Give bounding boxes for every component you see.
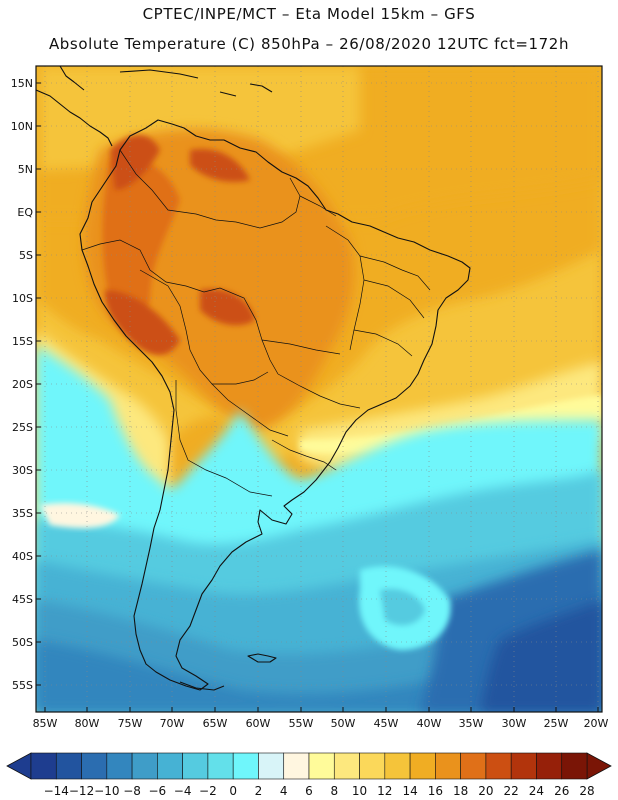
- lat-label: 15N: [11, 77, 33, 90]
- colorbar-swatch: [485, 752, 512, 780]
- map-title: CPTEC/INPE/MCT – Eta Model 15km – GFS: [142, 5, 476, 23]
- lon-label: 70W: [160, 717, 185, 730]
- colorbar-label: −6: [149, 784, 167, 798]
- lon-label: 60W: [246, 717, 271, 730]
- colorbar-label: 20: [478, 784, 493, 798]
- lat-label: 10N: [11, 120, 33, 133]
- colorbar-label: 12: [377, 784, 392, 798]
- colorbar-swatch: [384, 752, 411, 780]
- lon-label: 65W: [203, 717, 228, 730]
- colorbar-label: 28: [579, 784, 594, 798]
- lon-label: 40W: [417, 717, 442, 730]
- colorbar-label: 4: [280, 784, 288, 798]
- colorbar-label: 14: [402, 784, 417, 798]
- colorbar-label: 0: [229, 784, 237, 798]
- lon-label: 75W: [118, 717, 143, 730]
- axis-ticks: [36, 82, 599, 712]
- lat-label: 30S: [12, 464, 33, 477]
- lon-label: 20W: [584, 717, 609, 730]
- colorbar-swatch: [55, 752, 82, 780]
- colorbar-label: 6: [305, 784, 313, 798]
- colorbar-swatch: [81, 752, 108, 780]
- lat-label: 25S: [12, 421, 33, 434]
- longitude-labels: 85W 80W 75W 70W 65W 60W 55W 50W 45W 40W …: [33, 717, 609, 730]
- colorbar-label: −4: [174, 784, 192, 798]
- colorbar-swatch: [207, 752, 234, 780]
- lon-label: 45W: [374, 717, 399, 730]
- colorbar-label: −10: [94, 784, 119, 798]
- colorbar-max-arrow: [586, 752, 612, 780]
- colorbar-swatch: [182, 752, 209, 780]
- colorbar-label: 10: [352, 784, 367, 798]
- colorbar-swatch: [131, 752, 158, 780]
- colorbar-label: 22: [504, 784, 519, 798]
- colorbar-swatch: [435, 752, 461, 780]
- colorbar-label: 2: [255, 784, 263, 798]
- lon-label: 55W: [289, 717, 314, 730]
- colorbar-label: −14: [44, 784, 69, 798]
- lon-label: 25W: [544, 717, 569, 730]
- lon-label: 30W: [502, 717, 527, 730]
- temperature-field: [36, 66, 602, 712]
- map-frame: [35, 65, 603, 713]
- colorbar-swatch: [333, 752, 360, 780]
- colorbar-label: 8: [330, 784, 338, 798]
- colorbar-swatch: [232, 752, 259, 780]
- country-borders: [81, 149, 431, 497]
- lon-label: 35W: [459, 717, 484, 730]
- colorbar-label: −12: [69, 784, 94, 798]
- lat-label: 55S: [12, 679, 33, 692]
- colorbar-swatch: [409, 752, 436, 780]
- colorbar-label: 18: [453, 784, 468, 798]
- colorbar-swatch: [30, 752, 57, 780]
- colorbar-swatch: [561, 752, 588, 780]
- lat-label: 50S: [12, 636, 33, 649]
- colorbar-label: 16: [428, 784, 443, 798]
- colorbar-label: 26: [554, 784, 569, 798]
- colorbar-swatch: [283, 752, 310, 780]
- colorbar-label: −2: [199, 784, 217, 798]
- lat-label: 35S: [12, 507, 33, 520]
- colorbar-swatch: [157, 752, 183, 780]
- colorbar-swatch: [258, 752, 285, 780]
- colorbar-label: 24: [529, 784, 544, 798]
- lat-label: 5N: [18, 163, 33, 176]
- lat-label: 15S: [12, 335, 33, 348]
- coastline: [36, 66, 471, 691]
- lon-label: 85W: [33, 717, 58, 730]
- colorbar-min-arrow: [6, 752, 32, 780]
- lat-label: 20S: [12, 378, 33, 391]
- lat-label: 45S: [12, 593, 33, 606]
- lon-label: 50W: [331, 717, 356, 730]
- colorbar-swatch: [106, 752, 133, 780]
- lat-label: EQ: [17, 206, 33, 219]
- lat-label: 40S: [12, 550, 33, 563]
- colorbar-swatch: [510, 752, 537, 780]
- colorbar-swatch: [359, 752, 386, 780]
- colorbar-swatch: [460, 752, 487, 780]
- lon-label: 80W: [75, 717, 100, 730]
- lat-label: 10S: [12, 292, 33, 305]
- latitude-labels: 15N 10N 5N EQ 5S 10S 15S 20S 25S 30S 35S…: [11, 77, 34, 692]
- colorbar: −14 −12 −10 −8 −6 −4 −2 0 2 4 6 8 10 12 14 16 18 20 22 24 26…: [6, 752, 612, 798]
- colorbar-label: −8: [123, 784, 141, 798]
- colorbar-swatch: [308, 752, 335, 780]
- colorbar-swatch: [536, 752, 563, 780]
- map-subtitle: Absolute Temperature (C) 850hPa – 26/08/…: [48, 35, 570, 53]
- lat-label: 5S: [19, 249, 33, 262]
